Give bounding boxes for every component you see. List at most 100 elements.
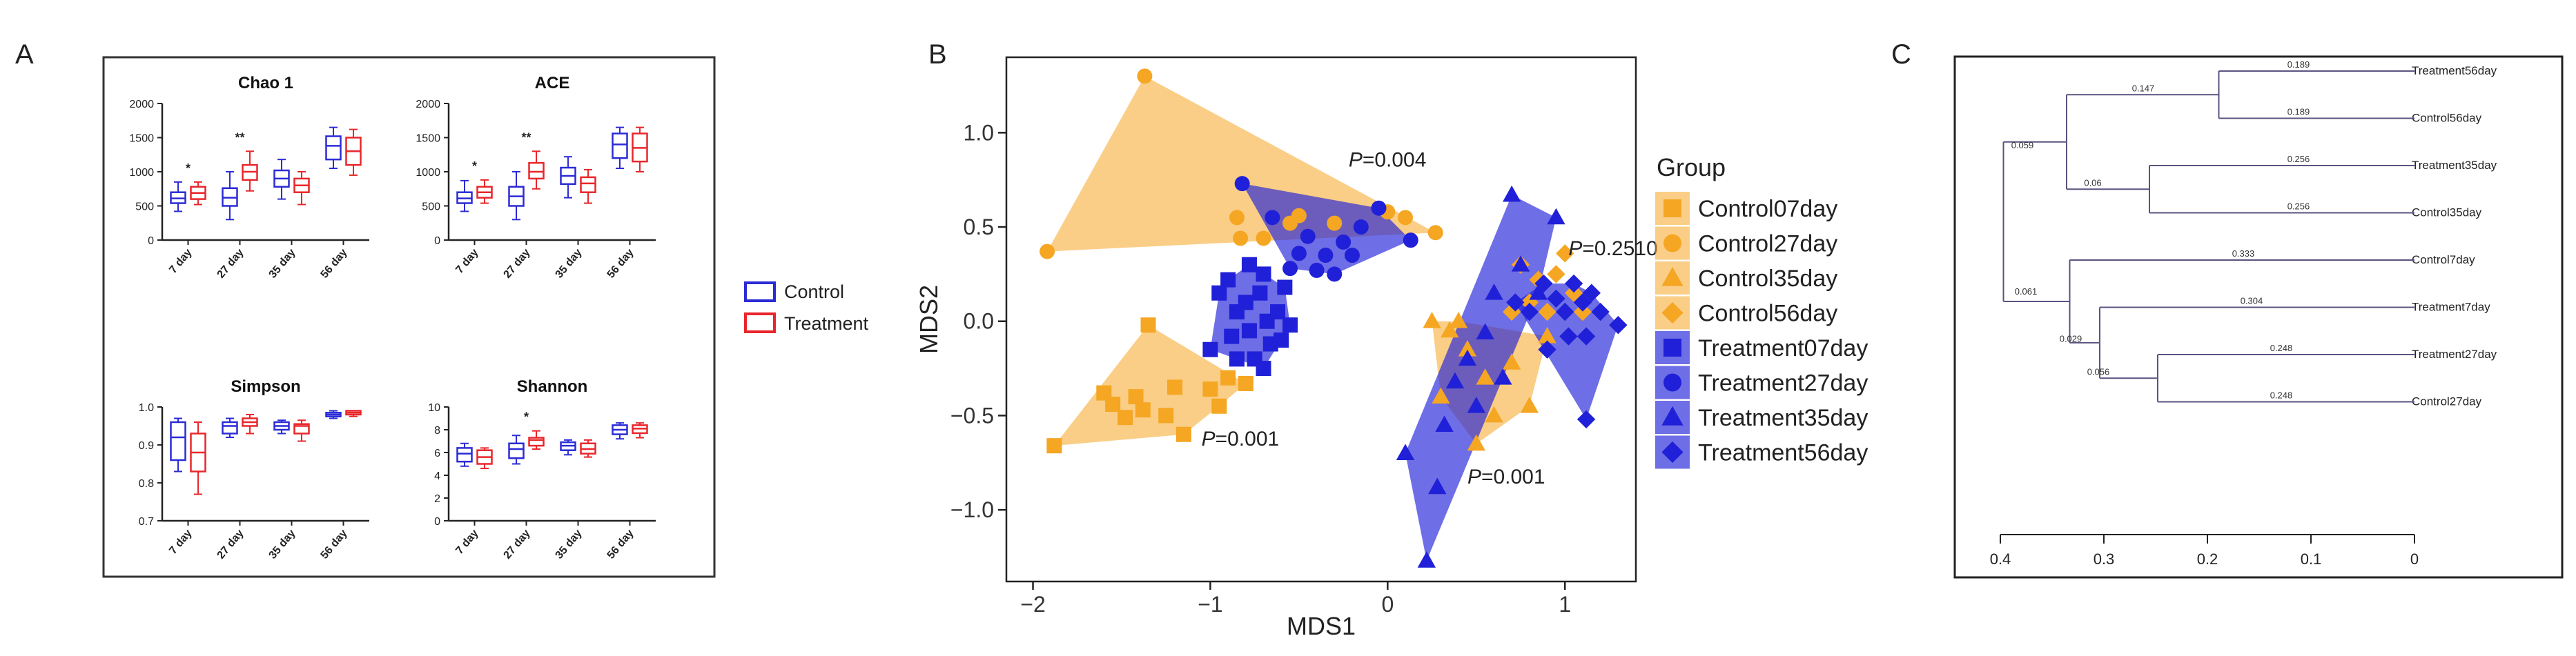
x-tick-label: 27 day	[502, 247, 533, 281]
x-tick-label: 35 day	[554, 247, 585, 281]
leaf-label: Control27day	[2412, 395, 2482, 408]
boxplot-chao1: Chao 1 0 500 1000 1500 2000 7 day 27 day 35 day 5…	[129, 74, 369, 281]
p-value-annotation: P=0.001	[1467, 466, 1545, 488]
box-legend: Control Treatment	[744, 281, 869, 334]
leaf-label: Control7day	[2412, 253, 2475, 266]
point-control56day	[1547, 265, 1565, 284]
x-tick-label: 27 day	[502, 528, 533, 561]
point-control07day	[1105, 397, 1121, 413]
legend-label: Treatment56day	[1698, 440, 1868, 466]
point-treatment27day	[1371, 200, 1387, 216]
branch-length-label: 0.189	[2287, 107, 2310, 117]
branch-length-label: 0.147	[2132, 83, 2155, 93]
y-tick-label: 0.9	[139, 440, 154, 452]
nmds-legend: Group Control07day Control27day Control35da…	[1655, 153, 1868, 469]
x-tick-label: 35 day	[267, 247, 298, 281]
point-treatment07day	[1256, 266, 1271, 282]
significance-marker: *	[524, 410, 529, 424]
legend-marker	[1661, 406, 1684, 426]
branch-length-label: 0.248	[2270, 343, 2293, 353]
point-control07day	[1046, 438, 1062, 454]
y-tick-label: 2	[434, 493, 440, 505]
point-control35day	[1458, 340, 1477, 357]
legend-treatment-label: Treatment	[784, 313, 869, 334]
point-treatment07day	[1229, 351, 1245, 367]
point-control27day	[1256, 230, 1271, 246]
y-tick-label: 10	[428, 402, 440, 414]
point-treatment27day	[1336, 234, 1352, 250]
point-control07day	[1135, 402, 1151, 418]
leaf-label: Control56day	[2412, 112, 2482, 125]
dendrogram-panel: Treatment56day Control56day Treatment35day…	[1953, 55, 2564, 579]
box-treatment	[580, 176, 596, 193]
boxplot-ace: ACE 0 500 1000 1500 2000 7 day 27 day 35 day 56 d…	[416, 74, 656, 281]
y-tick-label: 0	[434, 516, 440, 528]
point-treatment35day	[1428, 477, 1447, 495]
point-treatment07day	[1241, 257, 1257, 272]
point-control35day	[1467, 434, 1485, 451]
branch-length-label: 0.304	[2241, 296, 2263, 306]
point-control56day	[1556, 244, 1574, 263]
legend-label: Control27day	[1698, 231, 1837, 257]
x-tick-label: 0.1	[2301, 550, 2322, 568]
boxplot-title: ACE	[535, 74, 570, 92]
point-treatment27day	[1353, 219, 1369, 235]
point-control07day	[1220, 370, 1236, 386]
point-treatment56day	[1577, 327, 1596, 346]
y-tick-label: 4	[434, 470, 440, 482]
box-control	[170, 421, 186, 461]
point-control27day	[1137, 68, 1153, 84]
point-treatment27day	[1234, 176, 1250, 192]
point-treatment35day	[1529, 284, 1548, 300]
y-tick-label: 1000	[416, 167, 440, 179]
y-tick-label: 1500	[129, 133, 154, 145]
y-tick-label: 0.7	[139, 516, 154, 528]
point-treatment56day	[1559, 327, 1578, 346]
x-tick-label: 56 day	[605, 528, 636, 561]
point-treatment27day	[1403, 232, 1418, 248]
point-treatment56day	[1547, 289, 1565, 308]
branch-length-label: 0.056	[2087, 366, 2110, 377]
point-treatment07day	[1256, 361, 1271, 377]
point-control27day	[1229, 210, 1245, 226]
point-control56day	[1564, 284, 1583, 302]
significance-marker: **	[521, 130, 531, 144]
x-tick-label: 56 day	[319, 528, 350, 561]
branch-length-label: 0.256	[2287, 201, 2310, 212]
point-control35day	[1432, 387, 1450, 404]
x-tick-label: 7 day	[167, 247, 194, 276]
x-tick-label: 7 day	[453, 528, 480, 557]
point-control07day	[1140, 317, 1156, 333]
point-treatment07day	[1270, 304, 1286, 320]
legend-label: Control56day	[1698, 301, 1837, 327]
panel-a-frame	[102, 56, 716, 578]
legend-treatment-swatch	[744, 312, 776, 333]
panel-letter-c: C	[1891, 39, 1911, 70]
p-value-annotation: P=0.001	[1202, 428, 1280, 450]
point-treatment07day	[1277, 279, 1293, 295]
branch-length-label: 0.189	[2287, 59, 2310, 70]
legend-marker	[1663, 339, 1681, 357]
legend-label: Control35day	[1698, 266, 1837, 292]
point-treatment35day	[1435, 415, 1454, 432]
point-treatment27day	[1300, 228, 1316, 244]
boxplot-title: Simpson	[231, 377, 300, 396]
point-treatment56day	[1520, 302, 1539, 321]
point-treatment07day	[1241, 323, 1257, 339]
point-treatment56day	[1534, 274, 1553, 293]
legend-label: Treatment27day	[1698, 370, 1868, 397]
point-control35day	[1476, 368, 1494, 385]
x-tick-label: 35 day	[554, 528, 585, 561]
y-tick-label: 2000	[416, 99, 440, 110]
x-tick-label: 35 day	[267, 528, 298, 561]
point-control35day	[1520, 397, 1539, 413]
x-tick-label: 0	[1381, 592, 1394, 617]
panel-c-frame	[1953, 55, 2564, 579]
branch-length-label: 0.06	[2084, 177, 2101, 188]
point-control07day	[1202, 381, 1218, 397]
x-tick-label: 27 day	[215, 528, 246, 561]
point-treatment35day	[1511, 255, 1530, 272]
y-tick-label: 0.0	[964, 309, 994, 334]
